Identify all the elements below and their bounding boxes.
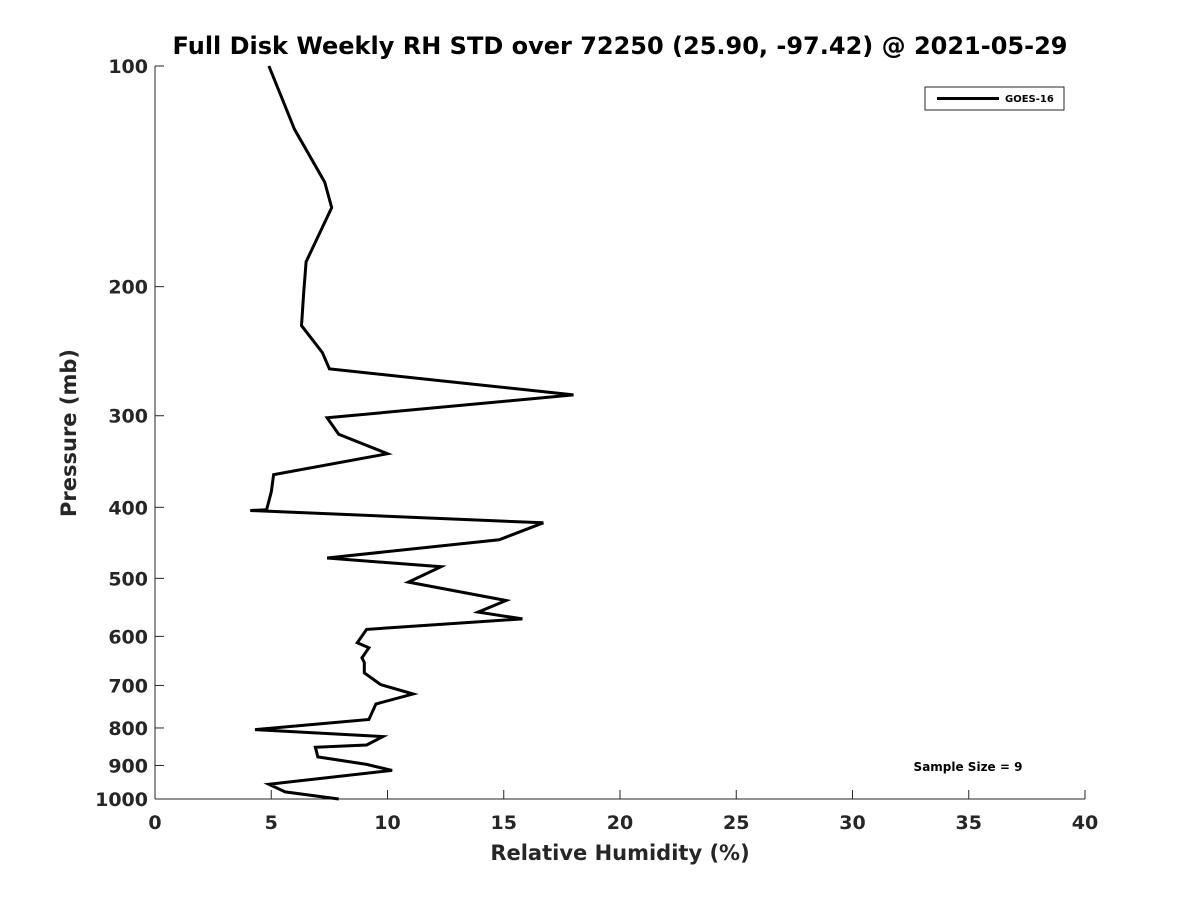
y-tick-label-3: 400 xyxy=(108,497,148,519)
series-layer xyxy=(250,65,574,801)
y-tick-label-2: 300 xyxy=(108,406,148,428)
x-tick-label-2: 10 xyxy=(374,812,400,834)
y-tick-label-4: 500 xyxy=(108,568,148,590)
y-tick-label-0: 100 xyxy=(108,56,148,78)
x-ticks: 0 5 10 15 20 25 30 35 40 xyxy=(148,790,1098,834)
x-tick-label-6: 30 xyxy=(839,812,865,834)
x-tick-label-7: 35 xyxy=(956,812,982,834)
y-tick-label-5: 600 xyxy=(108,626,148,648)
x-tick-label-3: 15 xyxy=(491,812,517,834)
y-tick-label-7: 800 xyxy=(108,718,148,740)
x-tick-label-8: 40 xyxy=(1072,812,1098,834)
y-axis-label: Pressure (mb) xyxy=(57,349,81,517)
y-tick-label-6: 700 xyxy=(108,675,148,697)
x-tick-label-5: 25 xyxy=(723,812,749,834)
chart-title: Full Disk Weekly RH STD over 72250 (25.9… xyxy=(173,32,1068,60)
x-tick-label-1: 5 xyxy=(265,812,278,834)
y-tick-label-1: 200 xyxy=(108,277,148,299)
sample-size-annotation: Sample Size = 9 xyxy=(914,760,1023,774)
y-tick-label-8: 900 xyxy=(108,755,148,777)
x-tick-label-0: 0 xyxy=(148,812,161,834)
series-line-goes-16 xyxy=(250,65,574,801)
legend: GOES-16 xyxy=(924,86,1065,111)
x-axis-label: Relative Humidity (%) xyxy=(490,841,749,865)
legend-label-goes-16: GOES-16 xyxy=(1005,94,1054,105)
y-tick-label-9: 1000 xyxy=(95,789,148,811)
x-tick-label-4: 20 xyxy=(607,812,633,834)
y-ticks: 100 200 300 400 500 600 700 800 900 1000 xyxy=(95,56,164,811)
